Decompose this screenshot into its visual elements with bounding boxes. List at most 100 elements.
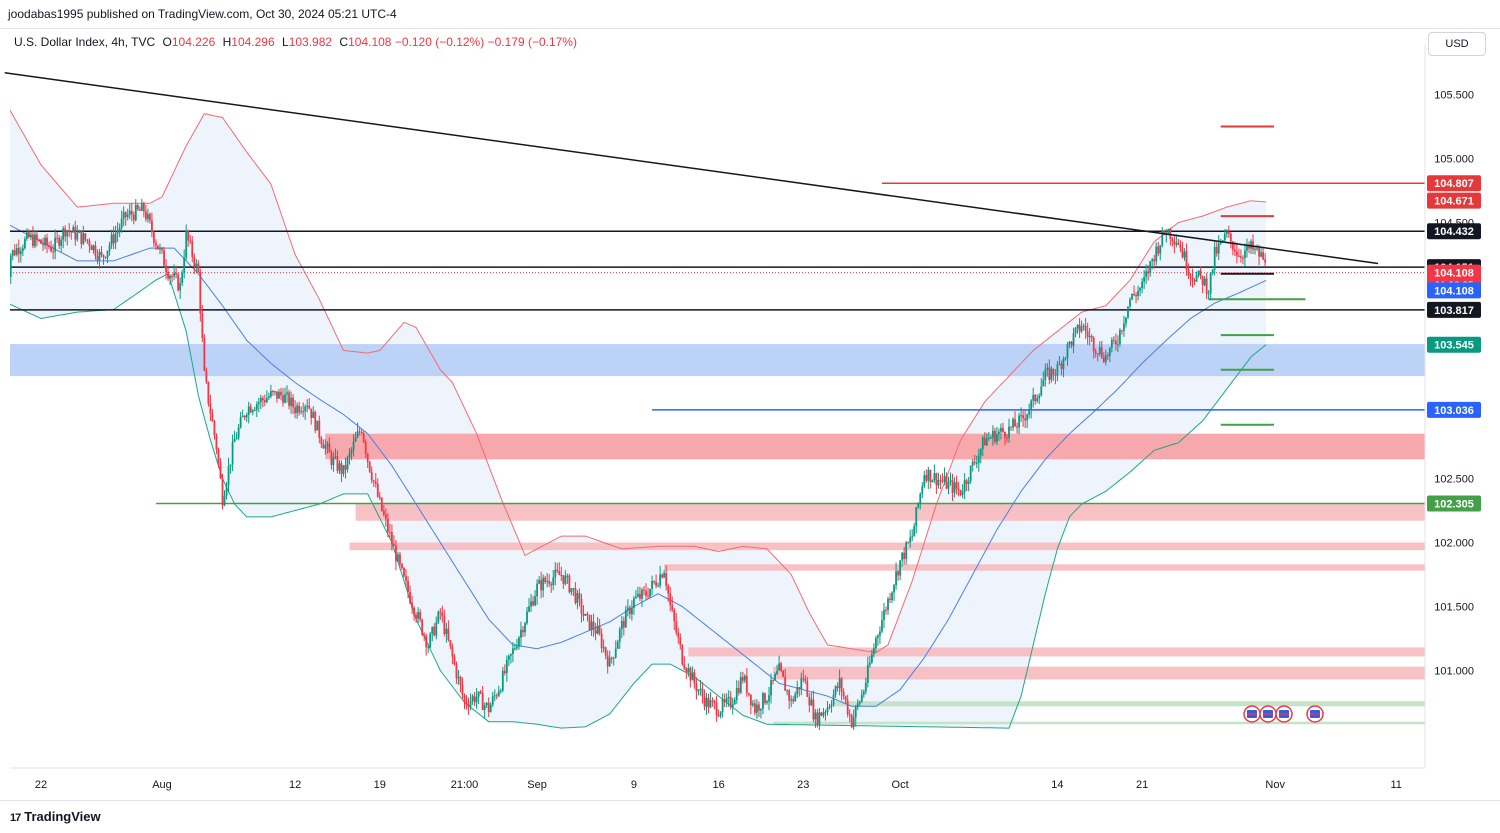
candle-body (707, 697, 710, 708)
candle-body (1175, 242, 1178, 245)
candle-body (816, 712, 819, 725)
candle-body (558, 571, 561, 575)
candle-body (768, 695, 770, 702)
currency-button[interactable]: USD (1428, 32, 1486, 56)
candle-body (1008, 426, 1010, 438)
candle-body (683, 664, 686, 669)
candle-body (570, 588, 573, 593)
tradingview-logo[interactable]: 17 TradingView (10, 809, 101, 824)
candle-body (459, 676, 462, 685)
candle-body (856, 703, 859, 707)
price-chart[interactable]: 105.500105.000104.500102.500102.000101.5… (0, 29, 1500, 799)
candle-body (909, 537, 912, 543)
candle-body (538, 579, 541, 584)
symbol-name[interactable]: U.S. Dollar Index, 4h, TVC (14, 35, 156, 49)
candle-body (727, 696, 730, 699)
candle-body (457, 676, 460, 679)
candle-body (524, 623, 526, 633)
candle-body (963, 480, 966, 493)
candle-body (516, 646, 518, 649)
x-tick-label: Oct (892, 779, 909, 791)
candle-body (358, 431, 361, 433)
candle-body (253, 409, 256, 411)
candle-body (620, 620, 623, 630)
candle-body (58, 237, 61, 246)
candle-body (870, 654, 873, 663)
candle-body (388, 531, 391, 533)
candle-body (1183, 251, 1186, 258)
candle-body (778, 663, 780, 671)
candle-body (4, 302, 6, 303)
candle-body (643, 589, 645, 591)
chart-area[interactable]: 105.500105.000104.500102.500102.000101.5… (0, 29, 1500, 799)
candle-body (15, 248, 18, 255)
candle-body (505, 659, 508, 674)
zone-0 (10, 344, 1425, 377)
candle-body (161, 247, 163, 251)
candle-body (21, 248, 24, 252)
candle-body (447, 628, 450, 641)
price-badge-bg (1427, 401, 1481, 418)
candle-body (1181, 248, 1184, 258)
price-badge: 102.305 (1427, 495, 1481, 512)
candle-body (1108, 347, 1111, 357)
candle-body (655, 582, 657, 586)
candle-body (735, 688, 738, 700)
candle-body (1187, 269, 1190, 276)
candle-body (1238, 255, 1240, 257)
candle-body (935, 473, 938, 486)
candle-body (419, 612, 422, 620)
candle-body (92, 245, 95, 251)
candle-body (776, 670, 778, 675)
candle-body (465, 701, 468, 705)
candle-body (864, 682, 867, 692)
high-label: H (222, 35, 232, 49)
candle-body (562, 575, 565, 584)
candle-body (366, 453, 369, 462)
candle-body (66, 230, 69, 237)
candle-body (23, 238, 26, 249)
candle-body (1022, 415, 1025, 419)
candle-body (522, 629, 524, 633)
candle-body (435, 622, 438, 636)
candle-body (772, 680, 774, 682)
candle-body (1018, 415, 1020, 428)
candle-body (1119, 330, 1121, 344)
candle-body (1044, 369, 1047, 380)
price-badge-bg (1427, 282, 1481, 299)
tv-logo-icon: 17 (10, 812, 21, 824)
candle-body (917, 503, 920, 508)
candle-body (1054, 374, 1057, 376)
x-tick-label: Sep (527, 779, 547, 791)
candle-body (764, 693, 766, 704)
candle-body (102, 255, 105, 257)
candle-body (1028, 410, 1031, 415)
zone-6 (773, 666, 1425, 680)
candle-body (368, 461, 371, 472)
candle-body (475, 696, 478, 703)
x-tick-label: 11 (1390, 779, 1401, 791)
candle-body (1149, 261, 1152, 274)
candle-body (1000, 427, 1002, 432)
candle-body (826, 707, 829, 712)
candle-body (669, 593, 672, 606)
candle-body (1242, 257, 1244, 259)
zone-4 (664, 564, 1425, 571)
candle-body (937, 479, 940, 486)
candle-body (941, 480, 944, 482)
candle-body (1100, 347, 1103, 358)
candle-body (749, 694, 752, 706)
candle-body (267, 396, 270, 399)
candle-body (372, 480, 375, 482)
candle-body (265, 398, 268, 403)
candle-body (261, 397, 264, 401)
candle-body (167, 271, 169, 279)
candle-body (915, 507, 918, 527)
candle-body (463, 694, 466, 702)
candle-body (723, 699, 726, 702)
candle-body (157, 245, 159, 250)
candle-body (417, 612, 420, 619)
candle-body (290, 397, 292, 406)
candle-body (758, 704, 760, 711)
candle-body (336, 456, 339, 471)
